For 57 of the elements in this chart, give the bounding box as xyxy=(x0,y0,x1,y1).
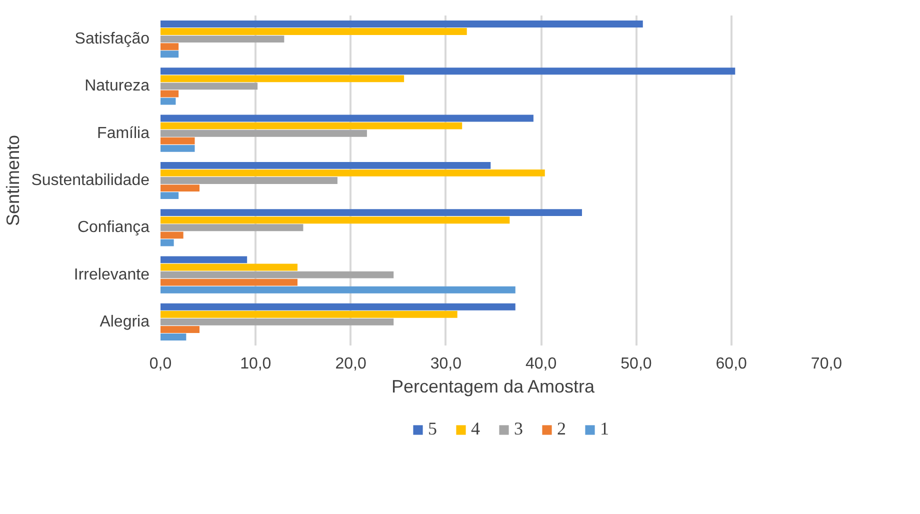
bar xyxy=(160,310,458,318)
bar xyxy=(160,36,284,43)
legend-label: 1 xyxy=(600,418,610,440)
y-tick-label: Irrelevante xyxy=(74,266,150,284)
bar xyxy=(160,318,394,326)
y-tick-label: Natureza xyxy=(84,78,150,95)
bar xyxy=(160,334,186,340)
bar xyxy=(160,256,248,264)
bar xyxy=(160,20,643,28)
bar xyxy=(160,286,516,294)
y-tick-label: Sustentabilidade xyxy=(31,172,150,189)
bar xyxy=(160,137,195,144)
bar xyxy=(160,232,184,239)
bar xyxy=(160,177,338,184)
legend-label: 4 xyxy=(471,418,481,440)
bar xyxy=(160,264,298,271)
x-tick-label: 0,0 xyxy=(149,356,172,372)
bar xyxy=(160,162,491,169)
bar xyxy=(160,122,462,130)
bar xyxy=(160,114,534,122)
x-tick-label: 70,0 xyxy=(810,356,842,372)
legend-label: 5 xyxy=(428,418,438,440)
legend-label: 3 xyxy=(514,418,524,440)
bar xyxy=(160,43,179,50)
bar xyxy=(160,82,258,90)
bar xyxy=(160,50,179,58)
y-tick-label: Confiança xyxy=(77,219,150,236)
bar xyxy=(160,271,394,278)
bar xyxy=(160,75,404,82)
bar xyxy=(160,303,516,310)
legend-label: 2 xyxy=(557,418,567,440)
bar xyxy=(160,216,510,224)
bar xyxy=(160,90,179,98)
y-tick-label: Alegria xyxy=(100,313,150,330)
y-tick-label: Família xyxy=(97,124,150,142)
bar xyxy=(160,98,176,105)
bar xyxy=(160,192,179,200)
bar xyxy=(160,144,195,152)
bar xyxy=(160,326,200,333)
bar xyxy=(160,184,200,192)
bar xyxy=(160,239,174,246)
bar xyxy=(160,209,582,216)
bar xyxy=(160,169,545,176)
bar xyxy=(160,224,304,232)
bar xyxy=(160,130,367,137)
y-axis-title: Sentimento xyxy=(3,134,24,226)
x-tick-label: 30,0 xyxy=(430,356,462,372)
x-tick-label: 20,0 xyxy=(335,356,366,372)
bar xyxy=(160,278,298,286)
x-tick-label: 60,0 xyxy=(716,356,748,372)
x-axis-title: Percentagem da Amostra xyxy=(391,376,596,396)
bar xyxy=(160,68,736,75)
x-tick-label: 10,0 xyxy=(240,356,272,372)
y-tick-label: Satisfação xyxy=(74,30,150,48)
bar xyxy=(160,28,467,35)
x-tick-label: 40,0 xyxy=(526,356,557,372)
x-tick-label: 50,0 xyxy=(620,356,652,372)
